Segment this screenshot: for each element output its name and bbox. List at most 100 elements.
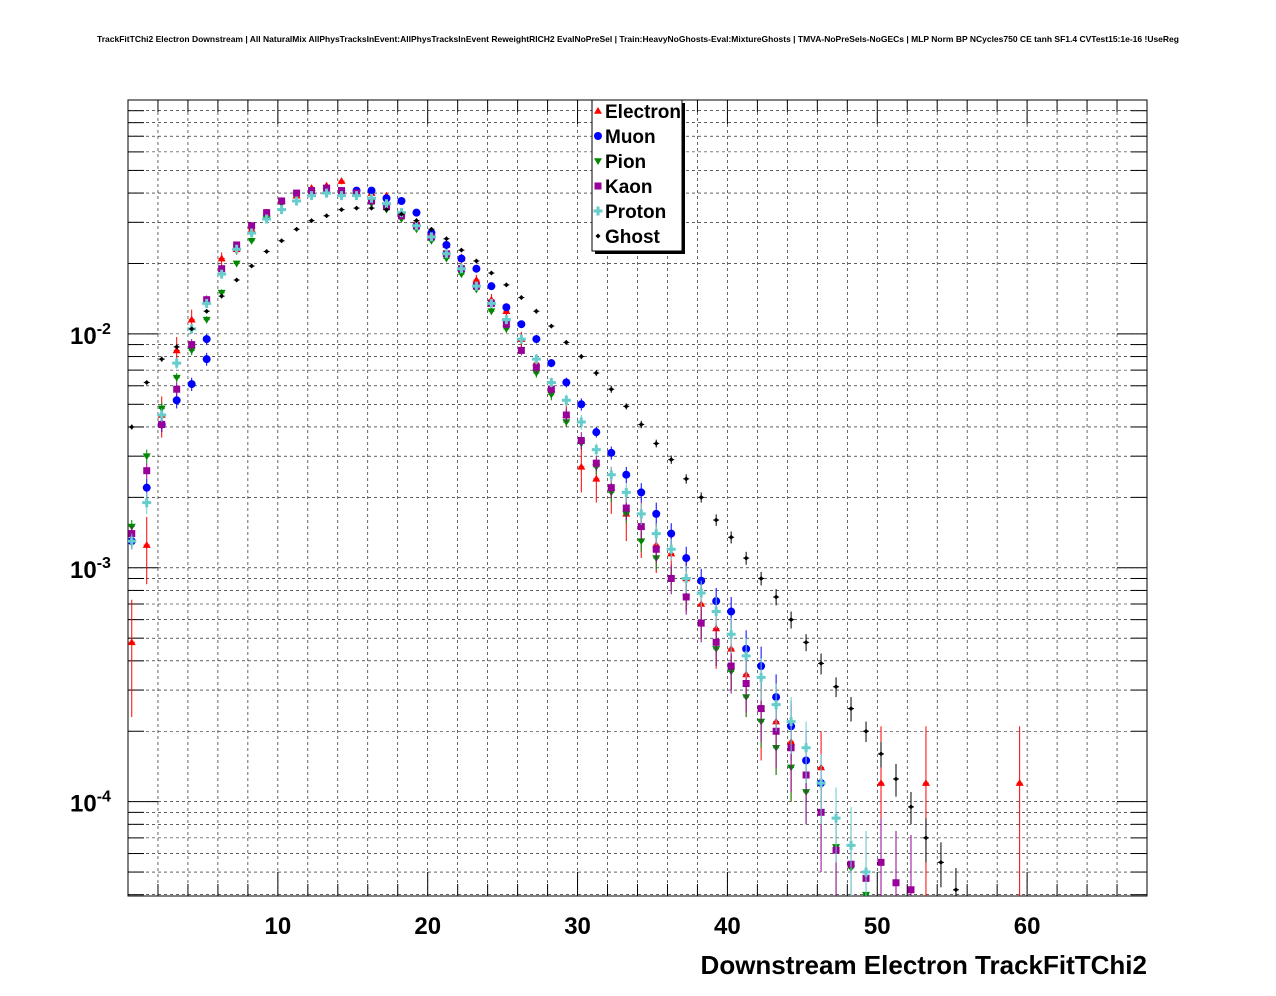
data-point <box>653 440 659 446</box>
data-point <box>442 255 451 263</box>
data-point <box>741 651 751 661</box>
data-point <box>727 662 735 670</box>
data-point <box>202 355 211 364</box>
data-point <box>501 315 511 325</box>
data-point <box>397 196 406 205</box>
data-point <box>128 638 136 646</box>
data-point <box>698 494 704 500</box>
data-point <box>831 813 841 823</box>
data-point <box>234 277 240 283</box>
data-point <box>637 488 646 497</box>
data-point <box>202 298 212 308</box>
data-point <box>594 132 602 140</box>
data-point <box>594 182 602 190</box>
data-point <box>157 410 167 420</box>
data-point <box>532 363 540 371</box>
data-point <box>622 504 630 512</box>
series-kaon <box>128 184 915 896</box>
data-point <box>142 483 151 492</box>
data-point <box>217 269 227 279</box>
data-point <box>187 347 196 355</box>
data-point <box>667 529 676 538</box>
data-point <box>532 335 541 344</box>
data-point <box>608 386 614 392</box>
data-point <box>411 221 421 231</box>
data-point <box>412 208 421 217</box>
data-point <box>488 270 494 276</box>
data-point <box>683 476 689 482</box>
data-point <box>816 778 826 788</box>
data-point <box>591 445 601 455</box>
data-point <box>413 218 419 224</box>
data-point <box>383 207 389 213</box>
data-point <box>652 509 661 518</box>
data-point <box>637 523 645 531</box>
data-point <box>339 207 345 213</box>
data-point <box>279 238 285 244</box>
data-point <box>801 743 811 753</box>
data-point <box>893 776 899 782</box>
data-point <box>892 879 900 887</box>
data-point <box>144 379 150 385</box>
data-point <box>788 617 794 623</box>
data-point <box>143 467 151 475</box>
data-point <box>188 341 196 349</box>
page-title: TrackFitTChi2 Electron Downstream | All … <box>97 34 1179 44</box>
data-point <box>142 498 152 508</box>
data-point <box>128 536 137 546</box>
data-point <box>487 308 496 316</box>
data-point <box>517 346 525 354</box>
data-point <box>594 158 602 165</box>
data-point <box>247 228 257 238</box>
data-point <box>861 867 871 877</box>
data-point <box>727 607 736 616</box>
data-point <box>803 639 809 645</box>
data-point <box>877 779 886 786</box>
data-point <box>667 574 675 582</box>
data-point <box>533 308 539 314</box>
data-point <box>592 459 600 467</box>
data-point <box>187 315 196 323</box>
legend-box <box>591 99 683 252</box>
x-tick-label: 20 <box>414 913 441 940</box>
data-point <box>473 258 479 264</box>
data-point <box>594 107 602 114</box>
data-point <box>202 316 211 324</box>
data-point <box>502 303 511 312</box>
data-point <box>595 233 601 239</box>
data-point <box>441 249 451 259</box>
legend-label: Kaon <box>605 177 653 198</box>
y-tick-label: 10-4 <box>70 789 111 818</box>
data-point <box>381 199 391 209</box>
data-point <box>652 545 660 553</box>
data-point <box>743 555 749 561</box>
data-point <box>426 232 436 242</box>
x-tick-labels: 10 20 30 40 50 60 <box>265 913 1041 940</box>
data-point <box>248 222 256 230</box>
data-point <box>907 886 915 894</box>
data-point <box>938 859 944 865</box>
data-point <box>458 247 464 253</box>
data-point <box>442 240 451 249</box>
data-point <box>503 282 509 288</box>
series-pion <box>128 185 871 896</box>
data-point <box>263 209 271 217</box>
data-point <box>711 607 721 617</box>
data-point <box>637 538 646 546</box>
data-point <box>367 186 376 195</box>
data-point <box>878 751 884 757</box>
x-axis-label: Downstream Electron TrackFitTChi2 <box>701 950 1147 980</box>
data-point <box>292 196 302 206</box>
data-point <box>548 323 554 329</box>
data-point <box>726 629 736 639</box>
data-point <box>443 236 449 242</box>
data-point <box>863 728 869 734</box>
data-point <box>352 191 362 201</box>
data-point <box>502 326 511 333</box>
data-point <box>547 385 555 393</box>
data-point <box>309 218 315 224</box>
data-point <box>818 660 824 666</box>
data-point <box>517 320 526 329</box>
data-point <box>457 254 466 263</box>
